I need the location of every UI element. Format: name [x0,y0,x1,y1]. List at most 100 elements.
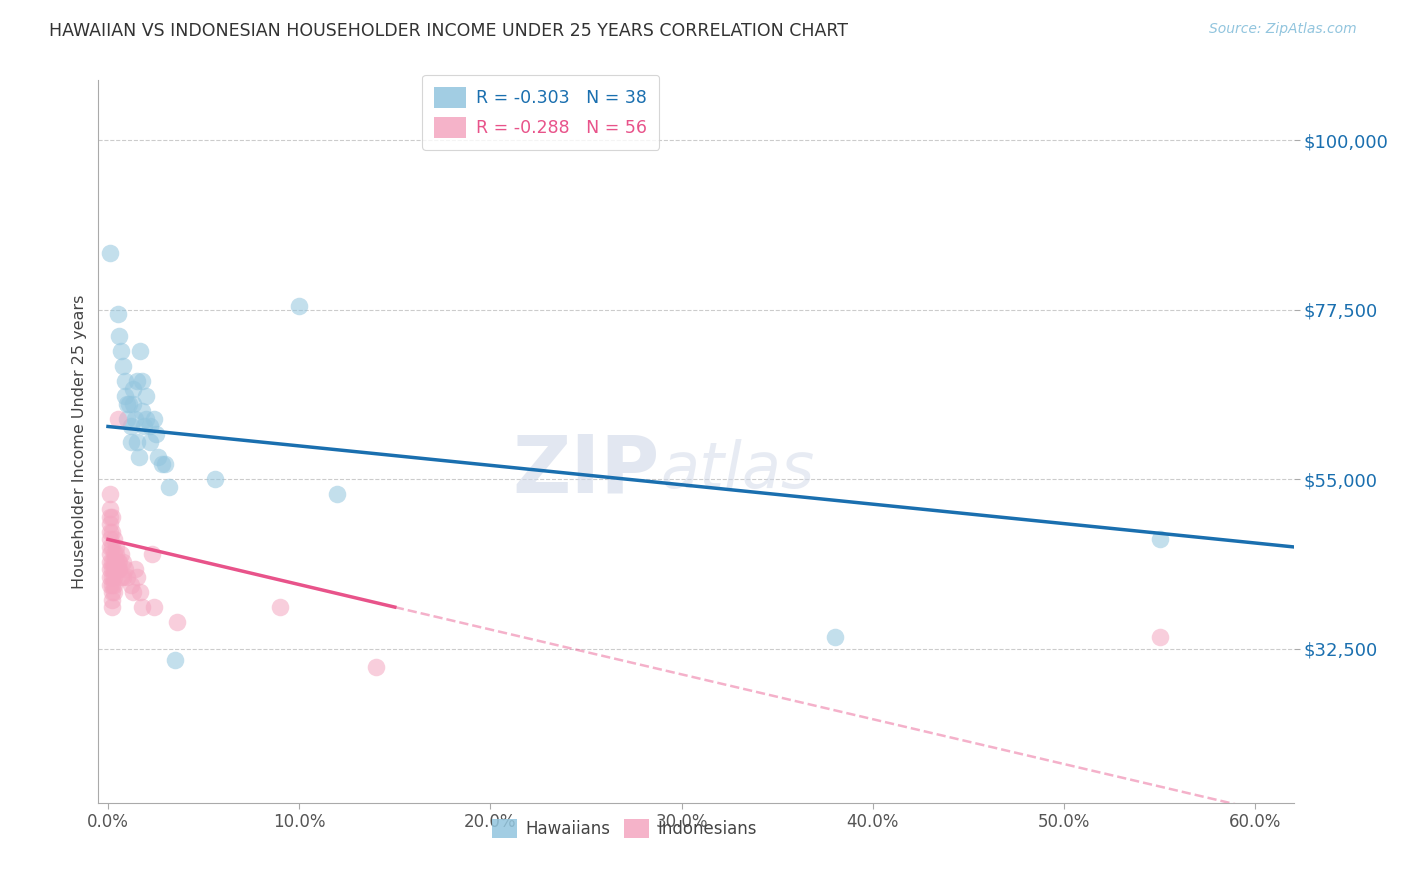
Legend: Hawaiians, Indonesians: Hawaiians, Indonesians [485,813,763,845]
Text: Source: ZipAtlas.com: Source: ZipAtlas.com [1209,22,1357,37]
Point [131,374,153,388]
Point [108,555,131,569]
Point [107,307,129,321]
Point [98,570,121,584]
Point [101,600,124,615]
Point [134,419,156,434]
Point [142,412,165,426]
Point [110,344,132,359]
Point [107,555,129,569]
Point [110,570,132,584]
Point [139,434,162,449]
Point [120,419,142,434]
Point [128,450,150,464]
Point [107,412,129,426]
Point [107,562,129,576]
Point [135,412,157,426]
Point [112,359,135,374]
Point [114,389,136,403]
Point [103,577,125,591]
Point [114,562,136,576]
Point [115,570,138,584]
Point [112,570,135,584]
Point [115,397,138,411]
Text: ZIP: ZIP [513,432,661,509]
Point [104,562,127,576]
Point [101,562,124,576]
Point [101,509,124,524]
Text: atlas: atlas [661,440,814,501]
Point [115,412,138,426]
Point [824,630,846,644]
Point [326,487,349,501]
Point [104,555,127,569]
Point [98,502,121,516]
Point [101,592,124,607]
Point [124,562,146,576]
Y-axis label: Householder Income Under 25 years: Householder Income Under 25 years [72,294,87,589]
Point [131,600,153,615]
Point [101,555,124,569]
Point [120,577,142,591]
Point [155,457,177,471]
Point [131,404,153,418]
Point [125,434,148,449]
Point [114,374,136,388]
Point [288,299,311,313]
Point [98,246,121,260]
Text: HAWAIIAN VS INDONESIAN HOUSEHOLDER INCOME UNDER 25 YEARS CORRELATION CHART: HAWAIIAN VS INDONESIAN HOUSEHOLDER INCOM… [49,22,848,40]
Point [125,570,148,584]
Point [104,548,127,562]
Point [141,548,163,562]
Point [157,480,180,494]
Point [98,524,121,539]
Point [146,450,169,464]
Point [121,382,143,396]
Point [98,562,121,576]
Point [124,412,146,426]
Point [98,577,121,591]
Point [121,397,143,411]
Point [103,555,125,569]
Point [364,660,387,674]
Point [204,472,226,486]
Point [145,427,167,442]
Point [103,562,125,576]
Point [269,600,291,615]
Point [1149,630,1171,644]
Point [98,533,121,547]
Point [139,419,162,434]
Point [125,374,148,388]
Point [101,570,124,584]
Point [120,434,142,449]
Point [103,585,125,599]
Point [110,548,132,562]
Point [118,397,141,411]
Point [101,577,124,591]
Point [98,548,121,562]
Point [101,585,124,599]
Point [98,517,121,532]
Point [129,344,152,359]
Point [98,487,121,501]
Point [108,562,131,576]
Point [103,533,125,547]
Point [112,555,135,569]
Point [103,570,125,584]
Point [121,585,143,599]
Point [163,653,186,667]
Point [98,555,121,569]
Point [166,615,188,630]
Point [104,540,127,554]
Point [101,540,124,554]
Point [142,600,165,615]
Point [103,548,125,562]
Point [101,524,124,539]
Point [98,540,121,554]
Point [129,585,152,599]
Point [135,389,157,403]
Point [1149,533,1171,547]
Point [150,457,173,471]
Point [108,329,131,343]
Point [98,509,121,524]
